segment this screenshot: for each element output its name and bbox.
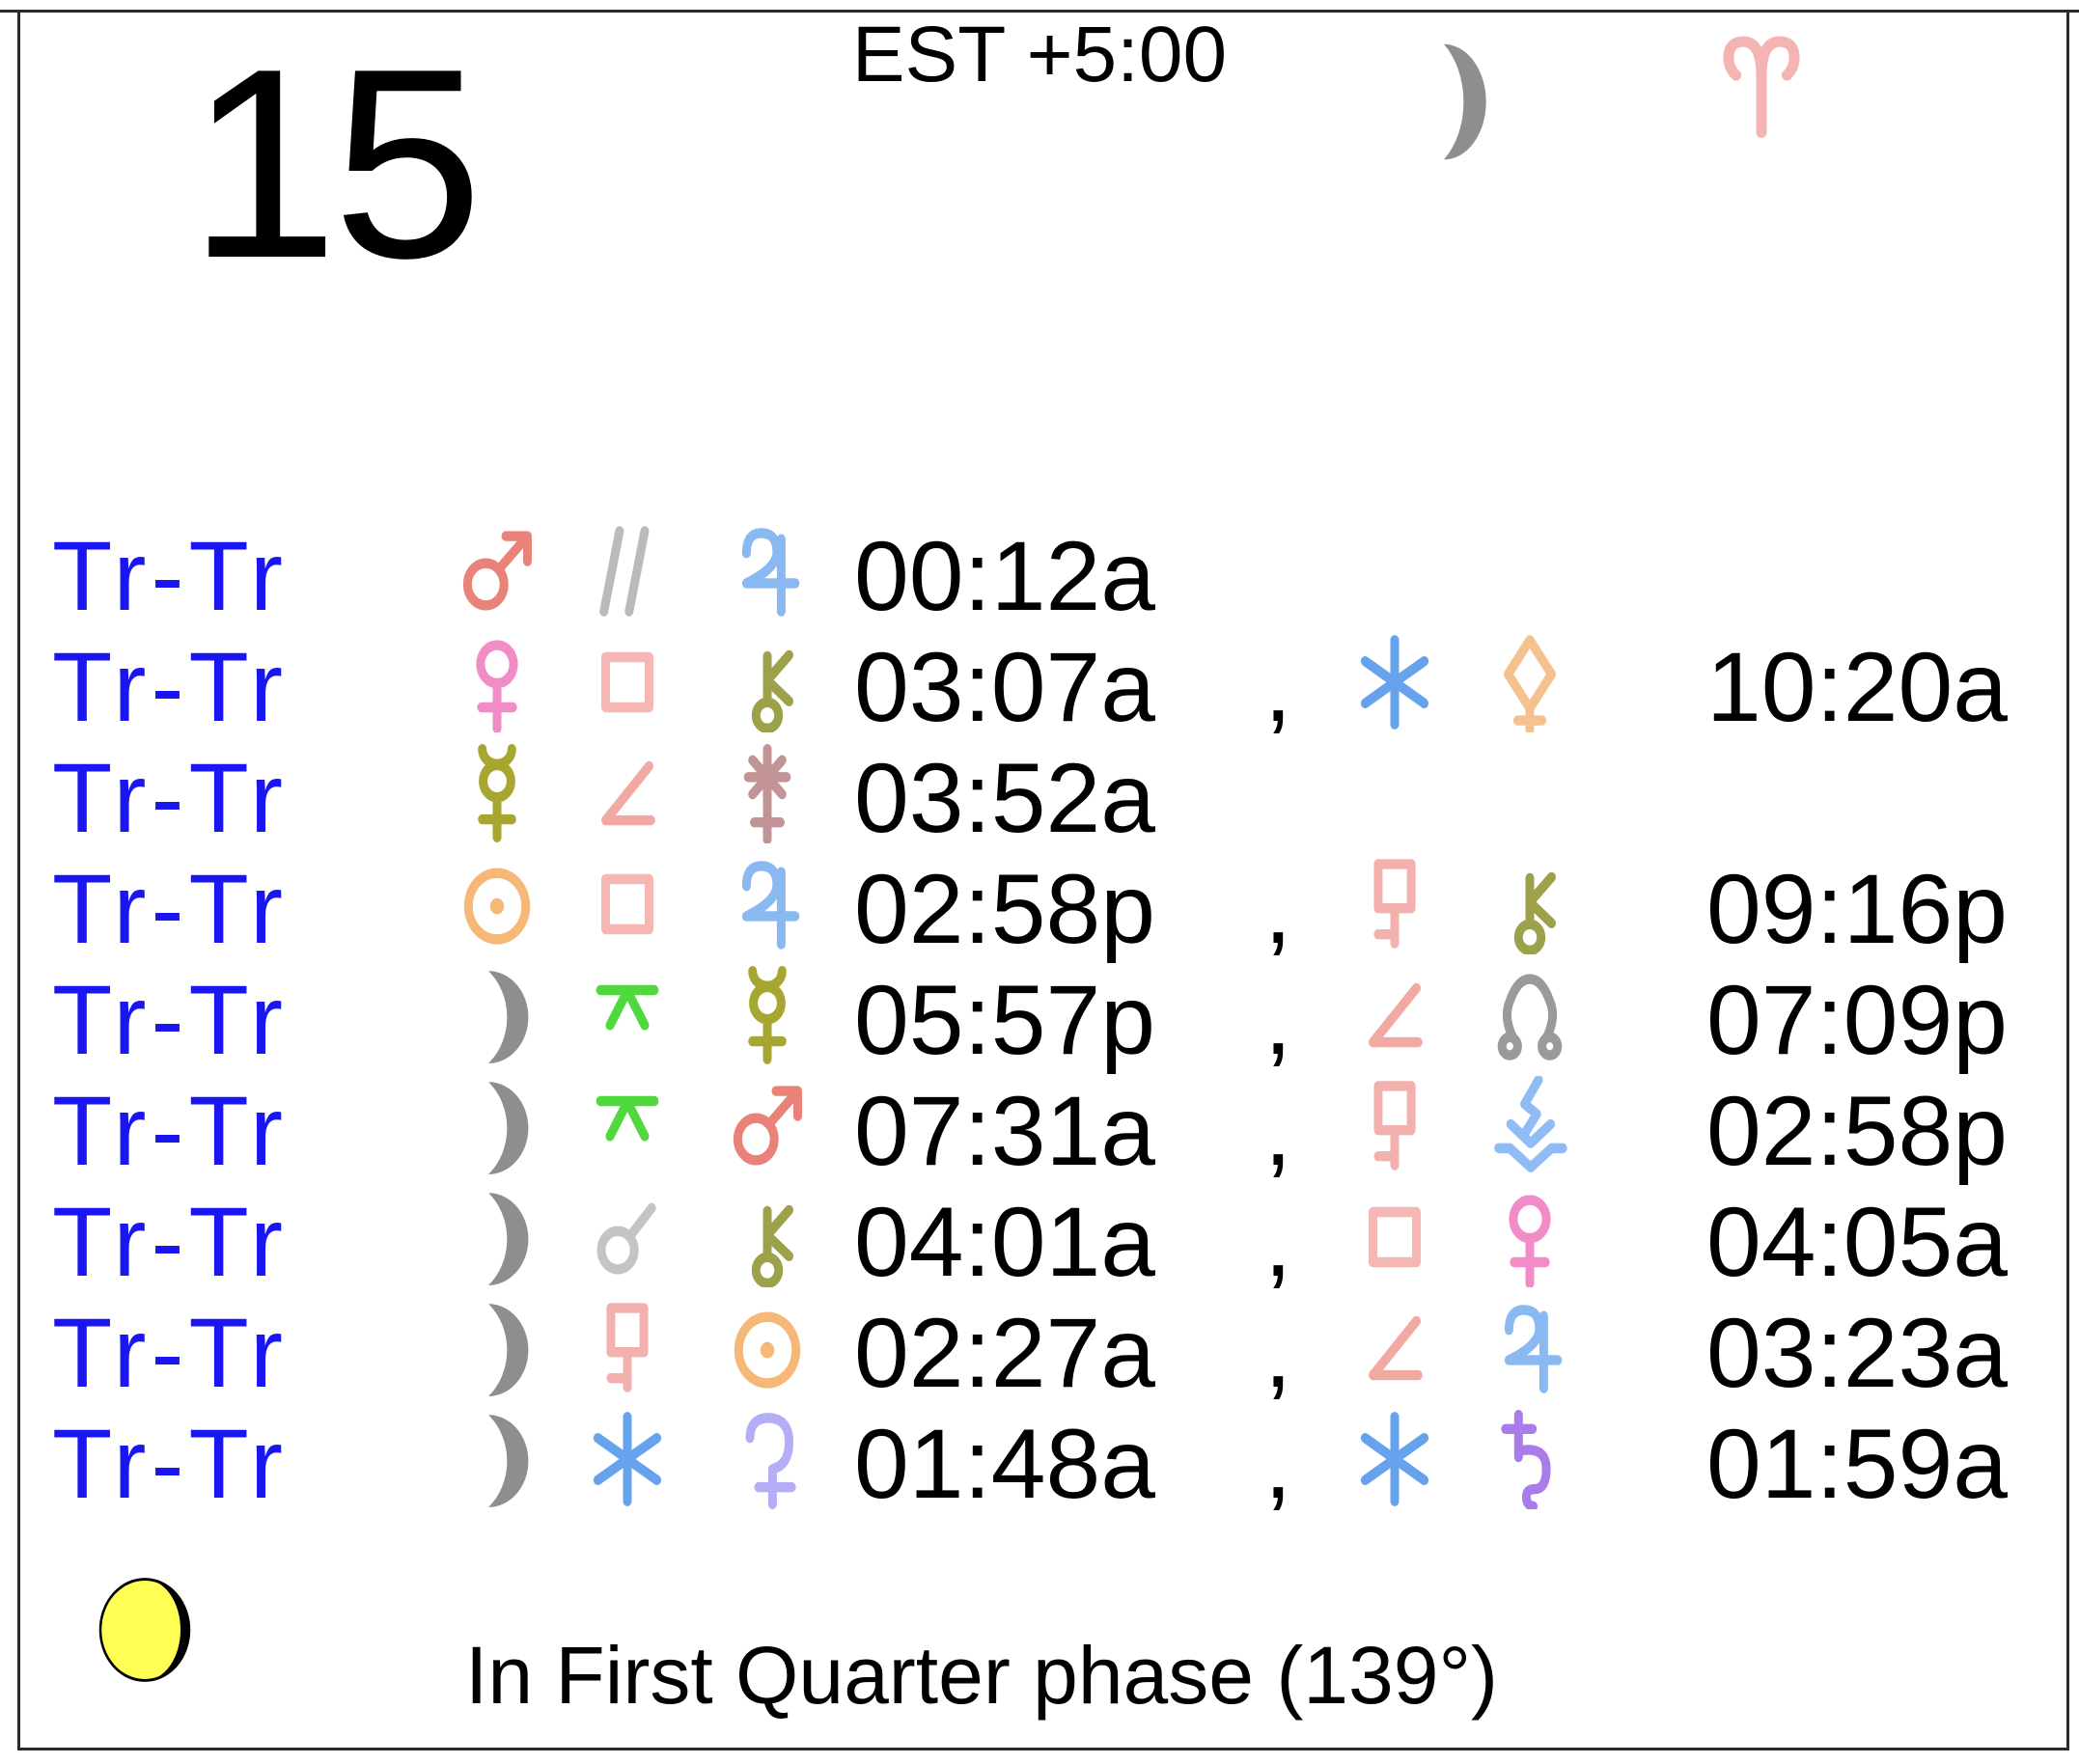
transit-separator: , xyxy=(1264,965,1292,1075)
transit-time: 02:58p xyxy=(1706,1076,2008,1186)
sun-icon xyxy=(454,854,541,954)
timezone-label: EST +5:00 xyxy=(851,11,1228,98)
quincunx-icon xyxy=(584,965,671,1065)
chiron-icon xyxy=(724,632,811,732)
transit-time: 03:52a xyxy=(854,743,1155,853)
saturn-icon xyxy=(1486,1409,1573,1509)
transit-time: 01:48a xyxy=(854,1409,1155,1519)
square-icon xyxy=(1351,1187,1438,1287)
moon-phase-text: In First Quarter phase (139°) xyxy=(465,1630,1499,1721)
transit-time: 02:27a xyxy=(854,1298,1155,1408)
transit-time: 02:58p xyxy=(854,854,1155,964)
transit-label: Tr-Tr xyxy=(52,743,288,853)
transit-time: 07:31a xyxy=(854,1076,1155,1186)
moon-icon xyxy=(454,1409,541,1509)
transit-label: Tr-Tr xyxy=(52,632,288,742)
transit-separator: , xyxy=(1264,1076,1292,1186)
mercury-icon xyxy=(454,743,541,843)
sesquiquadrate-icon xyxy=(1351,1076,1438,1176)
quincunx-icon xyxy=(584,1076,671,1176)
transit-label: Tr-Tr xyxy=(52,521,288,631)
transit-time: 00:12a xyxy=(854,521,1155,631)
moon-icon xyxy=(454,965,541,1065)
transit-time: 03:07a xyxy=(854,632,1155,742)
juno-icon xyxy=(724,743,811,843)
sextile-icon xyxy=(584,1409,671,1509)
moon-icon xyxy=(454,1076,541,1176)
conjunction-icon xyxy=(584,1187,671,1287)
semisquare-icon xyxy=(1351,965,1438,1065)
north-node-icon xyxy=(1486,965,1573,1065)
transit-time: 03:23a xyxy=(1706,1298,2008,1408)
transit-time: 10:20a xyxy=(1706,632,2008,742)
square-icon xyxy=(584,854,671,954)
transit-time: 07:09p xyxy=(1706,965,2008,1075)
sextile-icon xyxy=(1351,632,1438,732)
aries-sign-icon xyxy=(1708,31,1815,139)
transit-time: 09:16p xyxy=(1706,854,2008,964)
calendar-cell-border xyxy=(17,10,2069,1750)
transit-time: 04:01a xyxy=(854,1187,1155,1297)
sextile-icon xyxy=(1351,1409,1438,1509)
ceres-icon xyxy=(724,1409,811,1509)
transit-label: Tr-Tr xyxy=(52,1076,288,1186)
chiron-icon xyxy=(1486,854,1573,954)
moon-icon xyxy=(454,1187,541,1287)
sesquiquadrate-icon xyxy=(584,1298,671,1398)
transit-time: 05:57p xyxy=(854,965,1155,1075)
parallel-icon xyxy=(584,521,671,621)
jupiter-icon xyxy=(1486,1298,1573,1398)
semisquare-icon xyxy=(584,743,671,843)
venus-icon xyxy=(454,632,541,732)
vesta-icon xyxy=(1486,1076,1573,1176)
transit-label: Tr-Tr xyxy=(52,965,288,1075)
moon-icon xyxy=(1407,37,1499,162)
mars-icon xyxy=(724,1076,811,1176)
moon-icon xyxy=(454,1298,541,1398)
day-number: 15 xyxy=(188,14,483,315)
pallas-icon xyxy=(1486,632,1573,732)
sun-icon xyxy=(724,1298,811,1398)
chiron-icon xyxy=(724,1187,811,1287)
transit-label: Tr-Tr xyxy=(52,1298,288,1408)
transit-label: Tr-Tr xyxy=(52,1409,288,1519)
transit-time: 01:59a xyxy=(1706,1409,2008,1519)
sesquiquadrate-icon xyxy=(1351,854,1438,954)
transit-separator: , xyxy=(1264,1187,1292,1297)
square-icon xyxy=(584,632,671,732)
transit-label: Tr-Tr xyxy=(52,1187,288,1297)
transit-separator: , xyxy=(1264,1298,1292,1408)
mercury-icon xyxy=(724,965,811,1065)
transit-separator: , xyxy=(1264,1409,1292,1519)
mars-icon xyxy=(454,521,541,621)
jupiter-icon xyxy=(724,854,811,954)
transit-separator: , xyxy=(1264,632,1292,742)
transit-label: Tr-Tr xyxy=(52,854,288,964)
moon-phase-icon xyxy=(97,1575,193,1685)
transit-separator: , xyxy=(1264,854,1292,964)
venus-icon xyxy=(1486,1187,1573,1287)
jupiter-icon xyxy=(724,521,811,621)
semisquare-icon xyxy=(1351,1298,1438,1398)
transit-time: 04:05a xyxy=(1706,1187,2008,1297)
